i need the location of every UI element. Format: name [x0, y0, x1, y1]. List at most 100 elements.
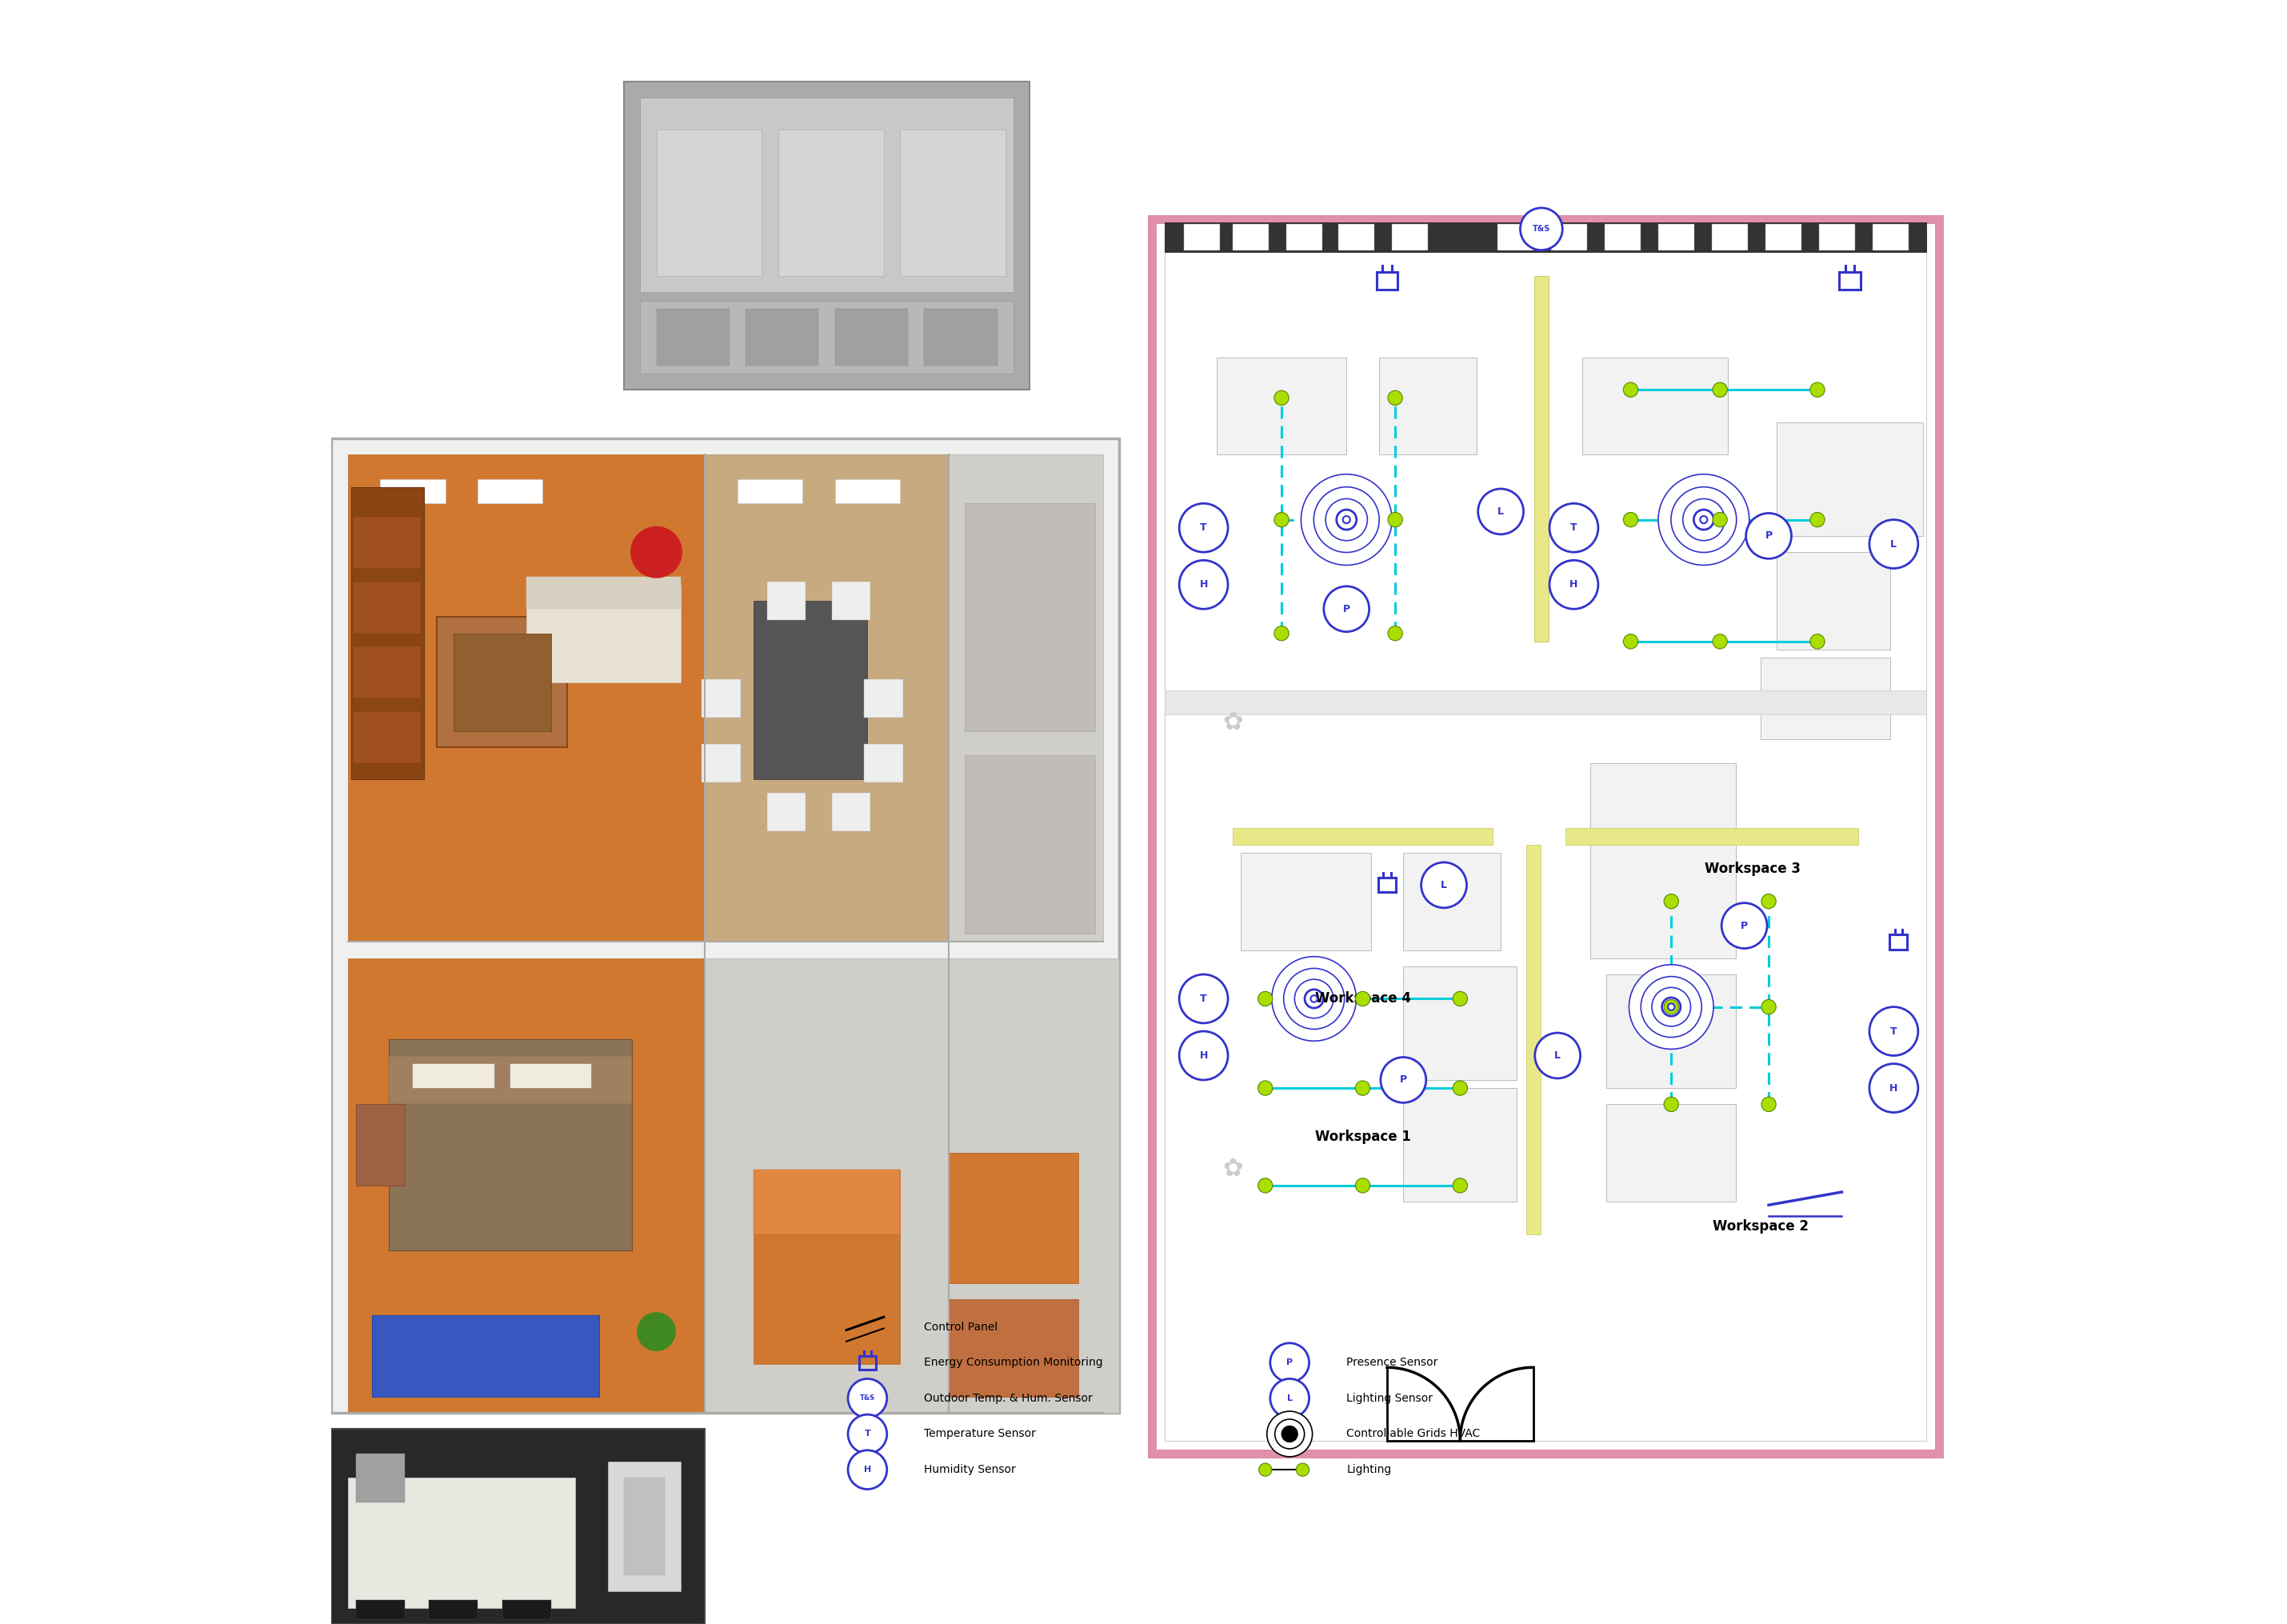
- Text: Controllable Grids HVAC: Controllable Grids HVAC: [1347, 1429, 1480, 1439]
- Circle shape: [1761, 893, 1777, 909]
- Circle shape: [1274, 627, 1290, 641]
- Circle shape: [1624, 513, 1637, 526]
- Text: L: L: [1498, 507, 1505, 516]
- Circle shape: [1551, 503, 1599, 552]
- Circle shape: [1640, 976, 1702, 1038]
- Circle shape: [1868, 1064, 1919, 1112]
- Bar: [510, 1064, 592, 1088]
- Circle shape: [1420, 862, 1466, 908]
- Circle shape: [1868, 1007, 1919, 1056]
- Bar: [899, 130, 1006, 276]
- Text: P: P: [1740, 921, 1747, 931]
- Bar: [1242, 853, 1370, 950]
- Bar: [332, 1429, 704, 1624]
- Text: Energy Consumption Monitoring: Energy Consumption Monitoring: [924, 1358, 1102, 1367]
- Circle shape: [1745, 513, 1791, 559]
- Circle shape: [1304, 989, 1324, 1009]
- Bar: [755, 1169, 899, 1364]
- Circle shape: [1665, 1098, 1679, 1111]
- Bar: [949, 455, 1102, 942]
- Bar: [746, 309, 819, 365]
- Bar: [357, 1600, 405, 1619]
- Circle shape: [1624, 383, 1637, 398]
- Bar: [965, 503, 1095, 731]
- Bar: [1379, 357, 1477, 455]
- Text: Control Panel: Control Panel: [924, 1322, 997, 1332]
- Circle shape: [1713, 513, 1727, 526]
- Bar: [1839, 271, 1862, 289]
- Text: L: L: [1288, 1395, 1292, 1402]
- Circle shape: [1665, 893, 1679, 909]
- Bar: [1164, 232, 1926, 1440]
- Text: L: L: [1555, 1051, 1560, 1060]
- Bar: [526, 585, 682, 682]
- Circle shape: [848, 1379, 887, 1418]
- Circle shape: [1258, 1463, 1272, 1476]
- Circle shape: [848, 1450, 887, 1489]
- Circle shape: [1713, 383, 1727, 398]
- Bar: [1217, 357, 1347, 455]
- Circle shape: [1628, 965, 1713, 1049]
- Bar: [656, 130, 762, 276]
- Bar: [1777, 422, 1923, 536]
- Bar: [1567, 828, 1857, 844]
- Bar: [835, 309, 908, 365]
- Bar: [389, 1039, 631, 1250]
- Circle shape: [1477, 489, 1523, 534]
- Bar: [766, 793, 805, 831]
- Bar: [1605, 224, 1640, 250]
- Bar: [924, 309, 997, 365]
- Bar: [1605, 1104, 1736, 1202]
- Bar: [352, 581, 421, 633]
- Bar: [352, 646, 421, 698]
- Bar: [1164, 222, 1926, 252]
- Circle shape: [1699, 516, 1708, 523]
- Text: Outdoor Temp. & Hum. Sensor: Outdoor Temp. & Hum. Sensor: [924, 1393, 1093, 1403]
- Bar: [949, 1299, 1079, 1397]
- Bar: [352, 711, 421, 763]
- Bar: [352, 487, 423, 780]
- Bar: [1164, 690, 1926, 715]
- Bar: [736, 479, 803, 503]
- Bar: [704, 455, 949, 942]
- Bar: [949, 1153, 1079, 1283]
- Circle shape: [1297, 1463, 1308, 1476]
- Circle shape: [1809, 383, 1825, 398]
- Text: H: H: [1569, 580, 1578, 590]
- Circle shape: [1388, 627, 1402, 641]
- Bar: [1605, 974, 1736, 1088]
- Bar: [656, 309, 730, 365]
- Bar: [1338, 224, 1374, 250]
- Circle shape: [1326, 499, 1368, 541]
- Bar: [608, 1462, 682, 1592]
- Circle shape: [1283, 968, 1345, 1030]
- Circle shape: [1535, 1033, 1580, 1078]
- Bar: [412, 1064, 494, 1088]
- Bar: [1153, 219, 1939, 1453]
- Bar: [389, 1056, 631, 1104]
- Text: ✿: ✿: [1224, 1158, 1244, 1181]
- Bar: [624, 81, 1029, 390]
- Circle shape: [1452, 991, 1468, 1005]
- Bar: [348, 455, 704, 942]
- Bar: [503, 1600, 551, 1619]
- Bar: [755, 1169, 899, 1234]
- Circle shape: [1180, 503, 1228, 552]
- Bar: [1233, 828, 1493, 844]
- Circle shape: [1324, 586, 1370, 632]
- Text: P: P: [1766, 531, 1772, 541]
- Bar: [478, 479, 542, 503]
- Bar: [1404, 1088, 1516, 1202]
- Circle shape: [1381, 1057, 1427, 1103]
- Bar: [430, 1600, 478, 1619]
- Bar: [702, 744, 741, 783]
- Circle shape: [1651, 987, 1690, 1026]
- Bar: [640, 97, 1013, 292]
- Bar: [1525, 844, 1541, 1234]
- Text: Temperature Sensor: Temperature Sensor: [924, 1429, 1036, 1439]
- Circle shape: [1663, 997, 1681, 1017]
- Bar: [1583, 357, 1729, 455]
- Bar: [348, 1478, 574, 1608]
- Bar: [526, 577, 682, 609]
- Circle shape: [1356, 1082, 1370, 1096]
